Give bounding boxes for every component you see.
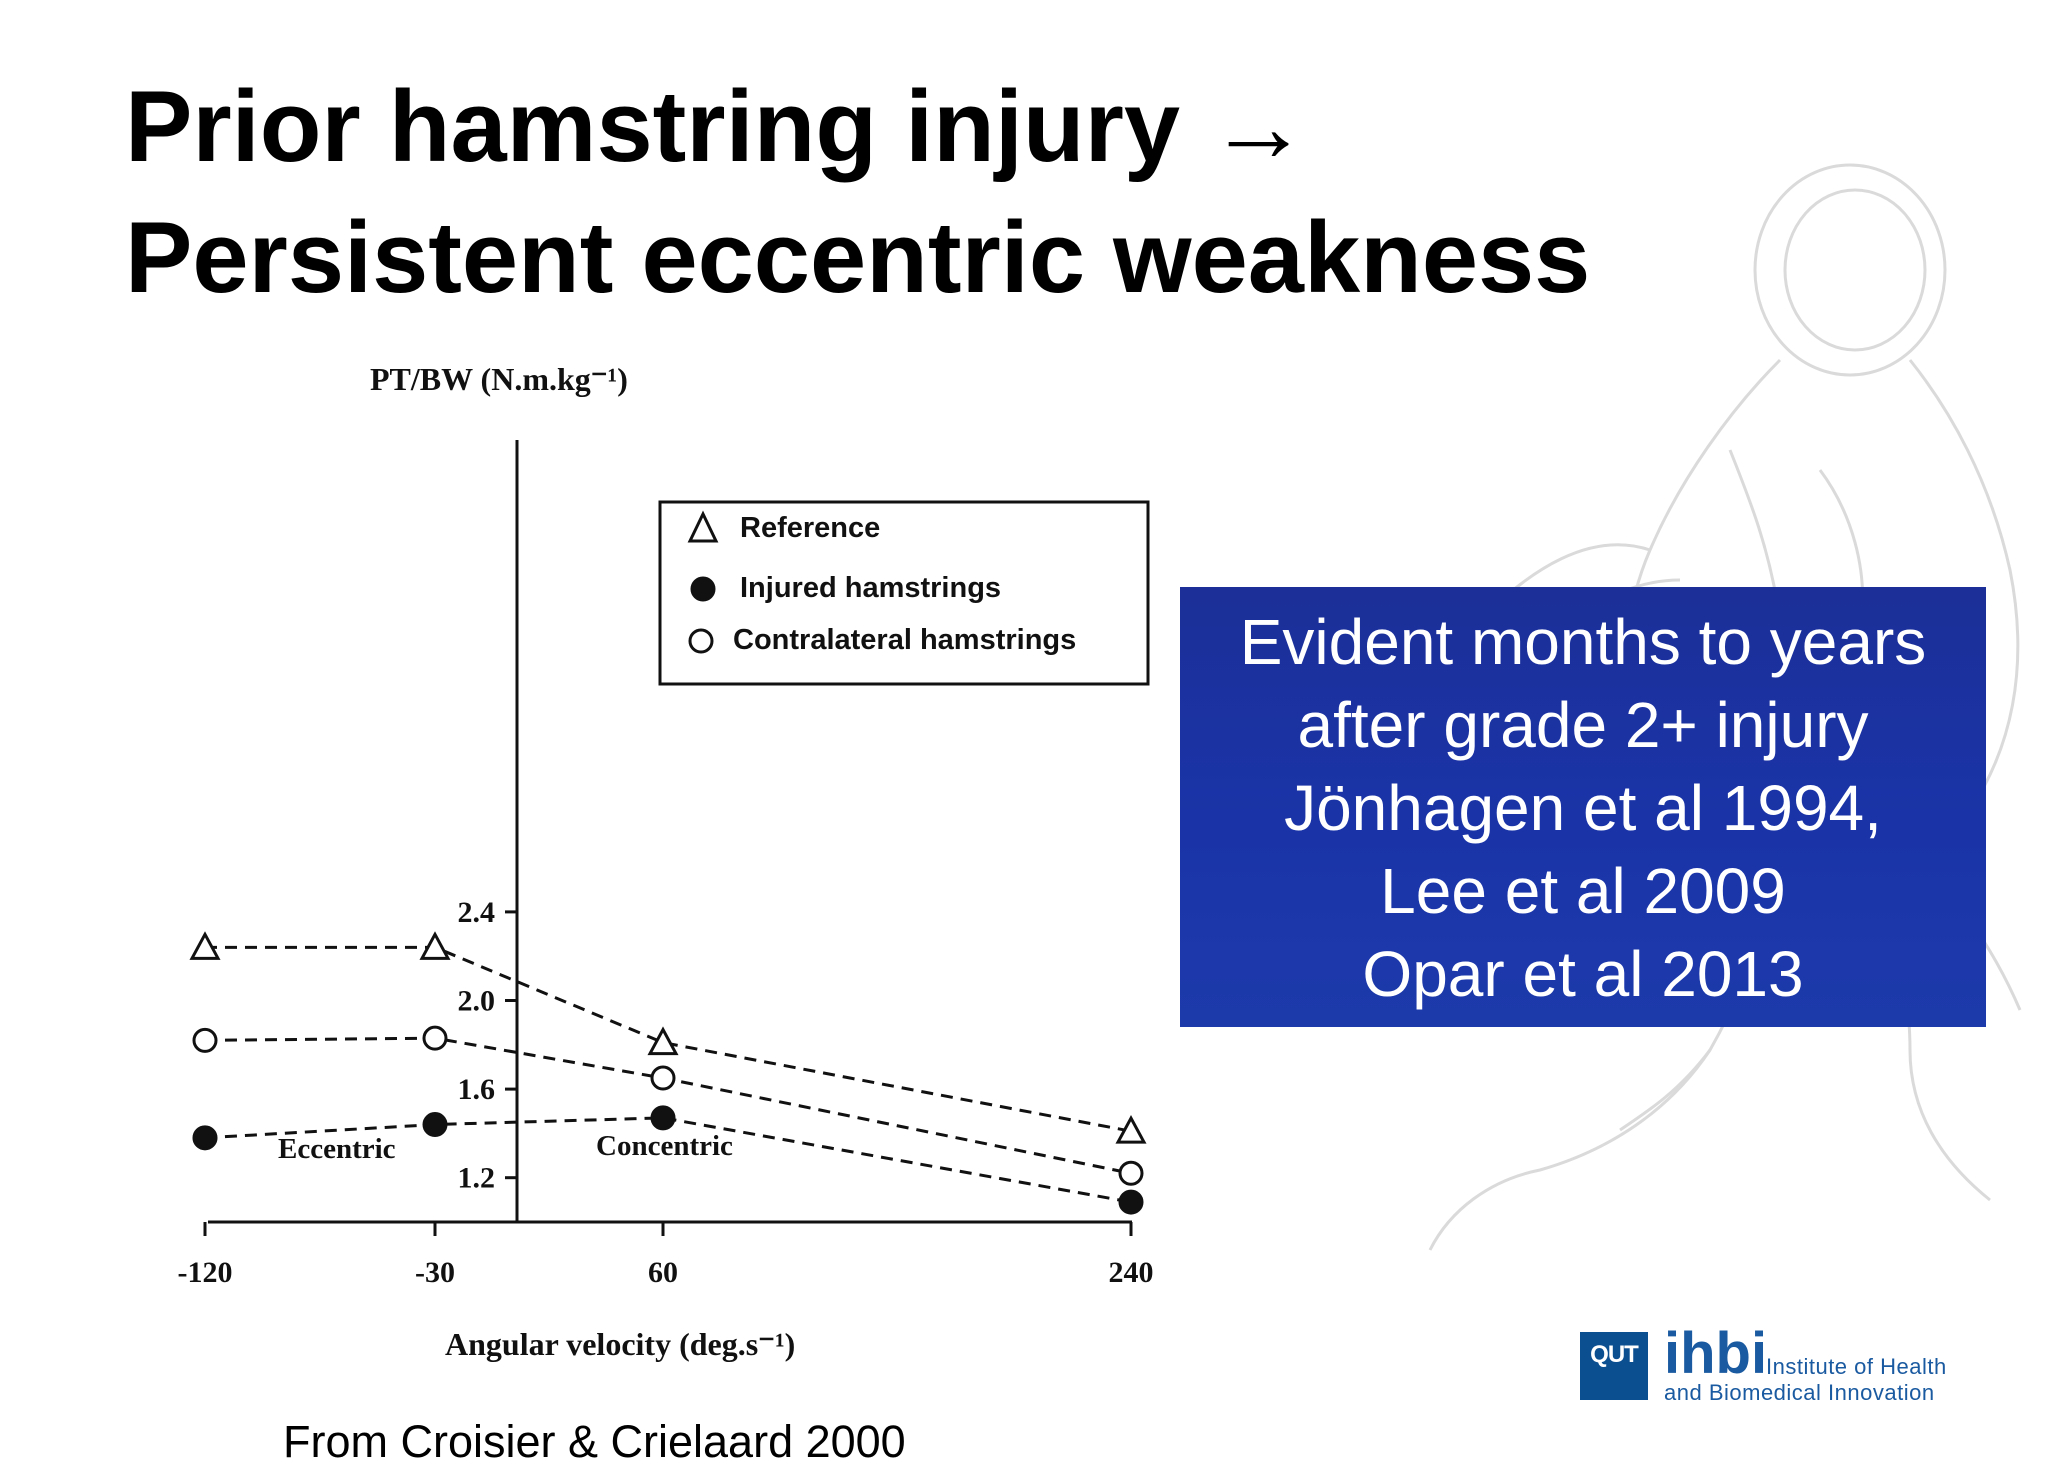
source-citation: From Croisier & Crielaard 2000 <box>283 1416 906 1467</box>
data-point-triangle <box>419 931 451 960</box>
logo-line-1: Institute of Health <box>1766 1354 1947 1379</box>
qut-badge: QUT <box>1580 1332 1648 1400</box>
series-line-2 <box>204 1036 1132 1175</box>
legend-marker-circle-open <box>688 628 714 654</box>
data-point-filled <box>422 1112 448 1138</box>
data-point-filled <box>650 1105 676 1131</box>
y-tick-label: 1.2 <box>458 1162 496 1195</box>
legend-box <box>658 500 1150 686</box>
data-point-triangle <box>1115 1115 1147 1144</box>
slide-title: Prior hamstring injury → Persistent ecce… <box>125 62 1590 324</box>
legend-entry-injured: Injured hamstrings <box>740 572 1001 604</box>
y-tick-label: 2.4 <box>458 896 496 929</box>
logo-line-2: and Biomedical Innovation <box>1664 1380 1935 1405</box>
callout-line-4: Lee et al 2009 <box>1380 855 1786 927</box>
logo-name: ihbi <box>1664 1321 1768 1386</box>
data-point-open <box>1118 1160 1144 1186</box>
data-point-triangle <box>647 1026 679 1056</box>
legend-marker-circle-filled <box>690 576 716 602</box>
callout-line-3: Jönhagen et al 1994, <box>1284 772 1882 844</box>
callout-line-5: Opar et al 2013 <box>1362 938 1804 1010</box>
x-tick-label: -120 <box>178 1256 233 1289</box>
y-axis-label: PT/BW (N.m.kg⁻¹) <box>370 361 628 397</box>
title-line-1: Prior hamstring injury → <box>125 71 1310 183</box>
callout-line-2: after grade 2+ injury <box>1297 689 1869 761</box>
x-axis-label: Angular velocity (deg.s⁻¹) <box>445 1326 795 1362</box>
title-line-2: Persistent eccentric weakness <box>125 202 1591 314</box>
series-line-1 <box>204 1116 1132 1204</box>
legend-entry-contralateral: Contralateral hamstrings <box>733 624 1076 656</box>
x-tick-label: 240 <box>1109 1256 1154 1289</box>
y-tick-label: 2.0 <box>458 985 496 1018</box>
data-point-filled <box>192 1125 218 1151</box>
legend-entry-reference: Reference <box>740 512 880 544</box>
data-point-open <box>192 1027 218 1053</box>
data-point-open <box>650 1065 676 1091</box>
x-tick-label: 60 <box>648 1256 678 1289</box>
line-chart: 2.4 2.0 1.6 1.2 -120 -30 60 240 PT/BW (N.m.kg⁻… <box>178 361 1154 1362</box>
region-label-concentric: Concentric <box>596 1130 733 1162</box>
data-point-filled <box>1118 1189 1144 1215</box>
data-point-open <box>422 1025 448 1051</box>
legend-marker-triangle-open <box>687 510 719 543</box>
y-tick-label: 1.6 <box>458 1073 496 1106</box>
data-point-triangle <box>189 931 221 960</box>
region-label-eccentric: Eccentric <box>278 1133 396 1165</box>
legend: Reference Injured hamstrings Contralater… <box>658 500 1150 686</box>
x-tick-label: -30 <box>415 1256 455 1289</box>
callout-box: Evident months to years after grade 2+ i… <box>1180 587 1986 1027</box>
callout-line-1: Evident months to years <box>1239 606 1927 678</box>
